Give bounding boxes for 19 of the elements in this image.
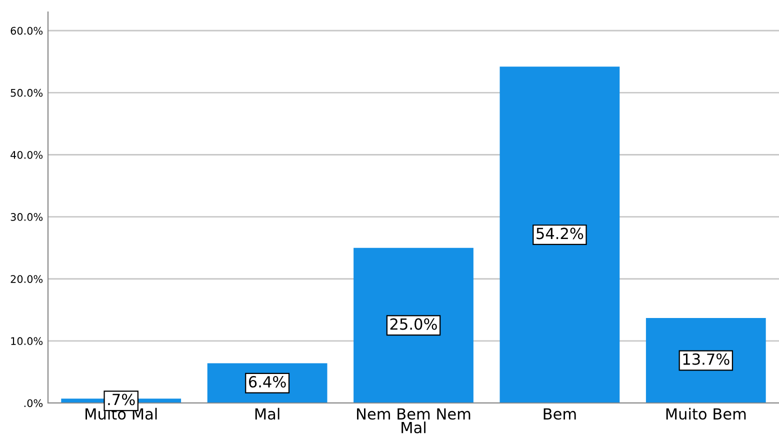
y-tick-label: 50.0% (10, 88, 43, 97)
data-label: 13.7% (683, 353, 730, 365)
y-tick-label: 10.0% (11, 337, 43, 346)
x-tick-label: Mal (255, 408, 280, 420)
data-label: 25.0% (390, 318, 437, 330)
bar (646, 318, 766, 403)
x-tick-label: Muito Bem (666, 408, 746, 420)
y-tick-label: 30.0% (10, 213, 43, 221)
data-label: 54.2% (536, 228, 584, 240)
y-tick-label: 20.0% (10, 275, 43, 283)
x-tick-label: Bem (544, 408, 576, 420)
data-label: .7% (108, 394, 135, 406)
x-tick-label: Nem Bem Nem Mal (357, 408, 470, 434)
bar (354, 248, 474, 403)
data-label: 6.4% (248, 376, 286, 388)
y-tick-label: .0% (24, 399, 43, 408)
y-tick-label: 60.0% (10, 26, 43, 35)
bar (500, 66, 620, 403)
y-tick-label: 40.0% (10, 150, 43, 159)
